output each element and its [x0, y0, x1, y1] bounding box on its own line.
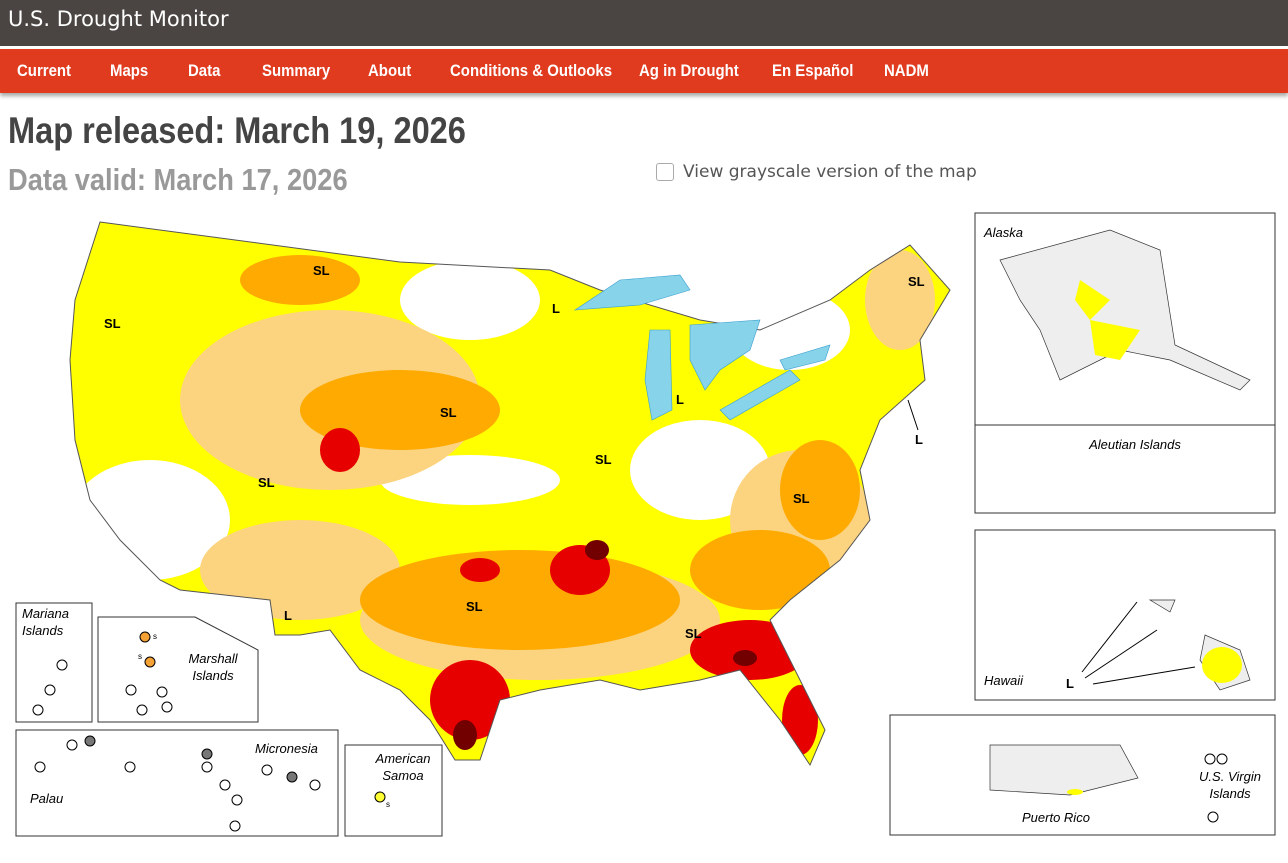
drought-areas [70, 222, 950, 765]
nav-link[interactable]: Data [188, 61, 221, 80]
nav-bar: Current Maps Data Summary About Conditions & … [0, 49, 1288, 93]
impact-label: L [552, 301, 560, 316]
nav-link[interactable]: NADM [884, 61, 929, 80]
impact-label: SL [595, 452, 612, 467]
nav-link[interactable]: Maps [110, 61, 149, 80]
impact-label: L [1066, 676, 1074, 691]
impact-label: SL [104, 316, 121, 331]
inset-label: Micronesia [255, 741, 318, 756]
small-label: s [153, 632, 157, 641]
inset-label: U.S. Virgin Islands [1199, 769, 1261, 801]
impact-label: SL [258, 475, 275, 490]
inset-label: American Samoa [375, 751, 431, 783]
inset-label: Marshall Islands [188, 651, 238, 683]
nav-link[interactable]: About [368, 61, 412, 80]
inset-label: Aleutian Islands [1089, 437, 1181, 452]
inset-label: Mariana Islands [22, 606, 69, 638]
impact-label: SL [440, 405, 457, 420]
nav-link[interactable]: En Español [772, 61, 854, 80]
impact-label: L [284, 608, 292, 623]
small-label: s [138, 652, 142, 661]
nav-link[interactable]: Conditions & Outlooks [450, 61, 613, 80]
inset-label: Puerto Rico [1022, 810, 1090, 825]
site-title: U.S. Drought Monitor [0, 0, 1288, 46]
impact-label: L [676, 392, 684, 407]
grayscale-label: View grayscale version of the map [683, 162, 977, 182]
impact-label: L [915, 432, 923, 447]
nav-link[interactable]: Summary [262, 61, 331, 80]
checkbox[interactable] [656, 163, 674, 181]
impact-label: SL [313, 263, 330, 278]
data-valid: Data valid: March 17, 2026 [8, 162, 348, 197]
small-label: s [386, 800, 390, 809]
impact-label: SL [908, 274, 925, 289]
impact-label: SL [466, 599, 483, 614]
inset-label: Hawaii [984, 673, 1024, 688]
map-released: Map released: March 19, 2026 [8, 110, 466, 151]
inset-label: Alaska [984, 225, 1024, 240]
nav-link[interactable]: Ag in Drought [639, 61, 739, 80]
nav-link[interactable]: Current [17, 61, 72, 80]
inset-label: Palau [30, 791, 64, 806]
impact-label: SL [793, 491, 810, 506]
impact-label: SL [685, 626, 702, 641]
grayscale-toggle[interactable]: View grayscale version of the map [656, 162, 977, 182]
